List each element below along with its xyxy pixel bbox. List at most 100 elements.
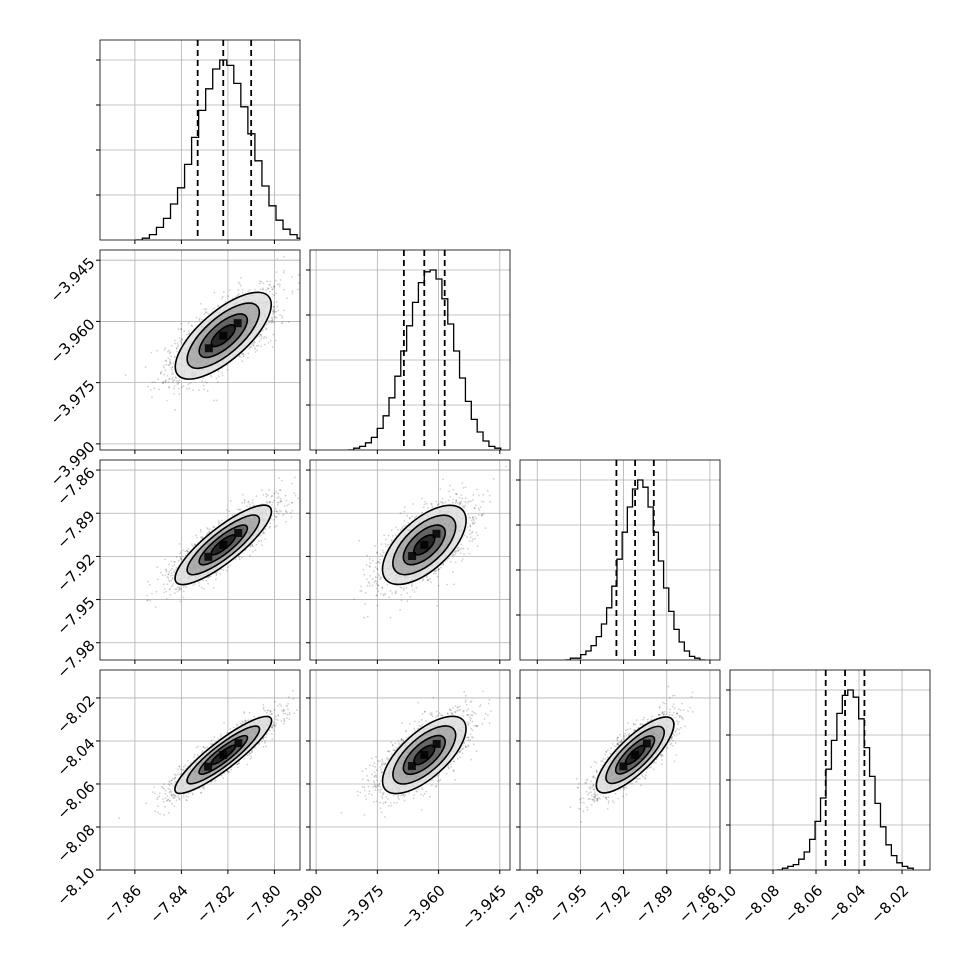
scatter-point (277, 283, 279, 286)
scatter-point (282, 255, 285, 258)
scatter-point (179, 588, 182, 591)
scatter-point (257, 344, 260, 347)
scatter-point (165, 590, 168, 593)
scatter-point (266, 287, 269, 290)
scatter-point (215, 578, 217, 581)
scatter-point (157, 378, 160, 381)
scatter-point (274, 525, 277, 528)
scatter-point (181, 555, 184, 558)
scatter-point (262, 282, 265, 285)
scatter-point (169, 593, 172, 596)
scatter-point (186, 549, 189, 552)
scatter-point (280, 322, 283, 325)
scatter-point (275, 300, 278, 303)
scatter-point (153, 381, 156, 383)
scatter-point (165, 570, 168, 573)
scatter-point (319, 485, 321, 487)
scatter-point (179, 340, 182, 342)
scatter-point (178, 393, 181, 395)
panel-1-1 (306, 249, 511, 454)
scatter-point (202, 384, 205, 387)
scatter-point (191, 325, 194, 328)
scatter-point (255, 543, 258, 546)
scatter-point (189, 382, 192, 385)
scatter-point (178, 543, 181, 545)
scatter-point (212, 526, 215, 529)
scatter-point (270, 286, 273, 289)
scatter-point (179, 556, 182, 558)
scatter-point (274, 339, 277, 342)
scatter-point (266, 280, 269, 283)
scatter-point (290, 516, 293, 518)
scatter-point (277, 504, 279, 506)
scatter-point (199, 530, 202, 533)
scatter-point (210, 376, 213, 378)
scatter-point (168, 579, 170, 582)
scatter-point (297, 274, 300, 277)
scatter-point (180, 551, 182, 553)
scatter-point (221, 372, 224, 374)
scatter-point (228, 510, 231, 513)
scatter-point (247, 500, 250, 503)
scatter-point (201, 380, 204, 383)
scatter-point (192, 544, 195, 547)
scatter-point (258, 335, 261, 338)
scatter-point (274, 516, 277, 519)
scatter-point (164, 380, 167, 383)
scatter-point (275, 271, 278, 273)
scatter-point (171, 378, 174, 381)
y-tick-label: −3.975 (47, 376, 99, 428)
scatter-point (265, 328, 267, 331)
scatter-point (247, 352, 250, 355)
scatter-point (251, 501, 254, 504)
scatter-point (277, 512, 280, 515)
scatter-point (161, 381, 164, 384)
scatter-point (187, 322, 190, 325)
scatter-point (199, 528, 202, 531)
scatter-point (291, 509, 294, 512)
scatter-point (146, 599, 148, 602)
scatter-point (260, 280, 263, 283)
scatter-point (278, 283, 281, 286)
scatter-point (243, 502, 246, 504)
scatter-point (279, 314, 281, 316)
scatter-point (248, 347, 251, 350)
scatter-point (192, 584, 195, 586)
scatter-point (273, 285, 276, 287)
scatter-point (206, 381, 208, 384)
scatter-point (271, 319, 274, 322)
scatter-point (173, 339, 176, 342)
scatter-point (252, 342, 254, 345)
scatter-point (222, 568, 225, 571)
panel-1-0: −3.990−3.975−3.960−3.945 (47, 249, 301, 490)
scatter-point (247, 356, 249, 359)
scatter-point (217, 381, 219, 383)
scatter-point (184, 550, 187, 553)
scatter-point (276, 257, 279, 260)
scatter-point (283, 505, 286, 508)
scatter-point (187, 548, 190, 550)
scatter-point (161, 574, 164, 576)
panel-frame (99, 39, 301, 241)
scatter-point (219, 573, 222, 575)
scatter-point (267, 287, 270, 290)
scatter-point (218, 375, 220, 378)
scatter-point (231, 514, 234, 517)
scatter-point (241, 353, 244, 356)
scatter-point (154, 606, 157, 608)
scatter-point (175, 347, 178, 350)
scatter-point (262, 494, 265, 496)
scatter-point (282, 272, 285, 274)
scatter-point (260, 534, 263, 537)
scatter-point (227, 295, 230, 298)
scatter-point (261, 544, 263, 546)
scatter-point (293, 492, 296, 495)
scatter-point (151, 592, 153, 595)
scatter-point (271, 346, 274, 348)
scatter-point (177, 383, 180, 385)
scatter-point (150, 351, 153, 354)
scatter-point (226, 509, 228, 511)
scatter-point (286, 297, 288, 300)
scatter-point (168, 385, 170, 388)
